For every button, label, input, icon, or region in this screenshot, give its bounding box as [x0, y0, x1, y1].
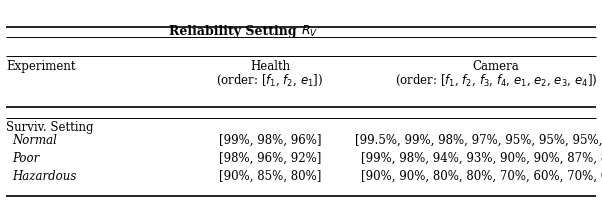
Text: Hazardous: Hazardous [12, 170, 76, 183]
Text: $R_V$: $R_V$ [301, 23, 318, 39]
Text: Reliability Setting: Reliability Setting [169, 24, 301, 38]
Text: Camera: Camera [473, 60, 520, 73]
Text: Health: Health [250, 60, 290, 73]
Text: Surviv. Setting: Surviv. Setting [6, 121, 93, 134]
Text: [99%, 98%, 96%]: [99%, 98%, 96%] [219, 134, 321, 147]
Text: (order: [$f_1$, $f_2$, $f_3$, $f_4$, $e_1$, $e_2$, $e_3$, $e_4$]): (order: [$f_1$, $f_2$, $f_3$, $f_4$, $e_… [395, 73, 597, 88]
Text: [99.5%, 99%, 98%, 97%, 95%, 95%, 95%, 95%]: [99.5%, 99%, 98%, 97%, 95%, 95%, 95%, 95… [355, 134, 602, 147]
Text: [98%, 96%, 92%]: [98%, 96%, 92%] [219, 152, 321, 165]
Text: Experiment: Experiment [6, 60, 75, 73]
Text: (order: [$f_1$, $f_2$, $e_1$]): (order: [$f_1$, $f_2$, $e_1$]) [217, 73, 324, 88]
Text: [90%, 85%, 80%]: [90%, 85%, 80%] [219, 170, 321, 183]
Text: [99%, 98%, 94%, 93%, 90%, 90%, 87%, 87%]: [99%, 98%, 94%, 93%, 90%, 90%, 87%, 87%] [361, 152, 602, 165]
Text: Normal: Normal [12, 134, 57, 147]
Text: Poor: Poor [12, 152, 39, 165]
Text: [90%, 90%, 80%, 80%, 70%, 60%, 70%, 66%]: [90%, 90%, 80%, 80%, 70%, 60%, 70%, 66%] [361, 170, 602, 183]
